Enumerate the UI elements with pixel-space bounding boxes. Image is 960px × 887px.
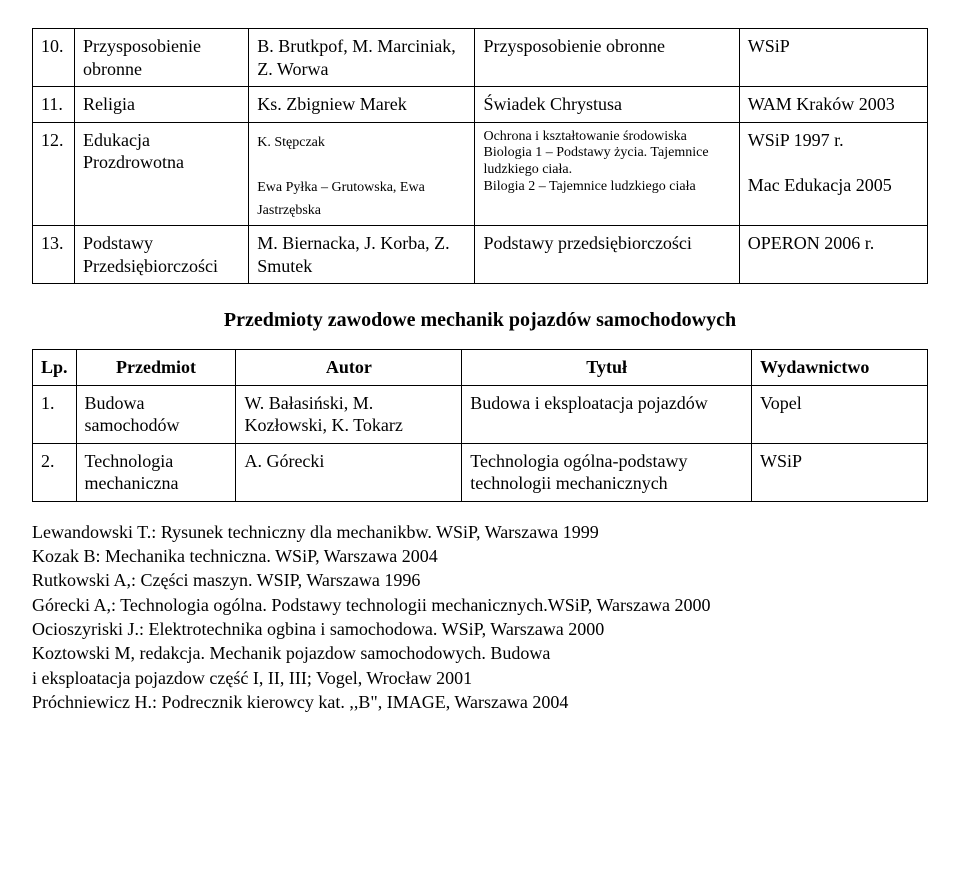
table-row: 11. Religia Ks. Zbigniew Marek Świadek C…	[33, 87, 928, 123]
bibliography-line: Kozak B: Mechanika techniczna. WSiP, War…	[32, 544, 928, 568]
row-publisher: WSiP	[752, 443, 928, 501]
row-title: Przysposobienie obronne	[475, 29, 739, 87]
row-num: 1.	[33, 385, 77, 443]
row-publisher-2: Mac Edukacja 2005	[748, 175, 892, 195]
table-row: 1. Budowa samochodów W. Bałasiński, M. K…	[33, 385, 928, 443]
row-num: 11.	[33, 87, 75, 123]
row-num: 10.	[33, 29, 75, 87]
row-title: Technologia ogólna-podstawy technologii …	[462, 443, 752, 501]
bibliography-line: i eksploatacja pojazdow część I, II, III…	[32, 666, 928, 690]
table-header-row: Lp. Przedmiot Autor Tytuł Wydawnictwo	[33, 350, 928, 386]
row-publisher: WSiP	[739, 29, 927, 87]
col-header-num: Lp.	[33, 350, 77, 386]
row-publisher: Vopel	[752, 385, 928, 443]
row-num: 12.	[33, 122, 75, 226]
col-header-title: Tytuł	[462, 350, 752, 386]
table-row: 10. Przysposobienie obronne B. Brutkpof,…	[33, 29, 928, 87]
row-subject: Religia	[75, 87, 249, 123]
row-title: Budowa i eksploatacja pojazdów	[462, 385, 752, 443]
bibliography-line: Ocioszyriski J.: Elektrotechnika ogbina …	[32, 617, 928, 641]
section-heading: Przedmioty zawodowe mechanik pojazdów sa…	[32, 308, 928, 333]
bibliography-line: Lewandowski T.: Rysunek techniczny dla m…	[32, 520, 928, 544]
row-author-1: K. Stępczak	[257, 135, 325, 150]
row-title: Podstawy przedsiębiorczości	[475, 226, 739, 284]
textbook-table-upper: 10. Przysposobienie obronne B. Brutkpof,…	[32, 28, 928, 284]
row-author: Ks. Zbigniew Marek	[249, 87, 475, 123]
row-author: A. Górecki	[236, 443, 462, 501]
row-author: K. Stępczak Ewa Pyłka – Grutowska, Ewa J…	[249, 122, 475, 226]
bibliography-line: Rutkowski A,: Części maszyn. WSIP, Warsz…	[32, 568, 928, 592]
bibliography-line: Koztowski M, redakcja. Mechanik pojazdow…	[32, 641, 928, 665]
bibliography-block: Lewandowski T.: Rysunek techniczny dla m…	[32, 520, 928, 714]
col-header-author: Autor	[236, 350, 462, 386]
col-header-publisher: Wydawnictwo	[752, 350, 928, 386]
row-publisher: WAM Kraków 2003	[739, 87, 927, 123]
row-publisher-1: WSiP 1997 r.	[748, 130, 844, 150]
row-author: B. Brutkpof, M. Marciniak, Z. Worwa	[249, 29, 475, 87]
row-author-2: Ewa Pyłka – Grutowska, Ewa Jastrzębska	[257, 180, 425, 218]
bibliography-line: Próchniewicz H.: Podrecznik kierowcy kat…	[32, 690, 928, 714]
row-title: Ochrona i kształtowanie środowiska Biolo…	[475, 122, 739, 226]
textbook-table-lower: Lp. Przedmiot Autor Tytuł Wydawnictwo 1.…	[32, 349, 928, 502]
row-subject: Podstawy Przedsiębiorczości	[75, 226, 249, 284]
table-row: 13. Podstawy Przedsiębiorczości M. Biern…	[33, 226, 928, 284]
row-subject: Technologia mechaniczna	[76, 443, 236, 501]
row-subject: Budowa samochodów	[76, 385, 236, 443]
row-title: Świadek Chrystusa	[475, 87, 739, 123]
table-row: 2. Technologia mechaniczna A. Górecki Te…	[33, 443, 928, 501]
row-num: 2.	[33, 443, 77, 501]
row-subject: Edukacja Prozdrowotna	[75, 122, 249, 226]
row-author: M. Biernacka, J. Korba, Z. Smutek	[249, 226, 475, 284]
row-publisher: OPERON 2006 r.	[739, 226, 927, 284]
bibliography-line: Górecki A,: Technologia ogólna. Podstawy…	[32, 593, 928, 617]
col-header-subject: Przedmiot	[76, 350, 236, 386]
row-num: 13.	[33, 226, 75, 284]
row-author: W. Bałasiński, M. Kozłowski, K. Tokarz	[236, 385, 462, 443]
table-row: 12. Edukacja Prozdrowotna K. Stępczak Ew…	[33, 122, 928, 226]
row-subject: Przysposobienie obronne	[75, 29, 249, 87]
row-publisher: WSiP 1997 r. Mac Edukacja 2005	[739, 122, 927, 226]
